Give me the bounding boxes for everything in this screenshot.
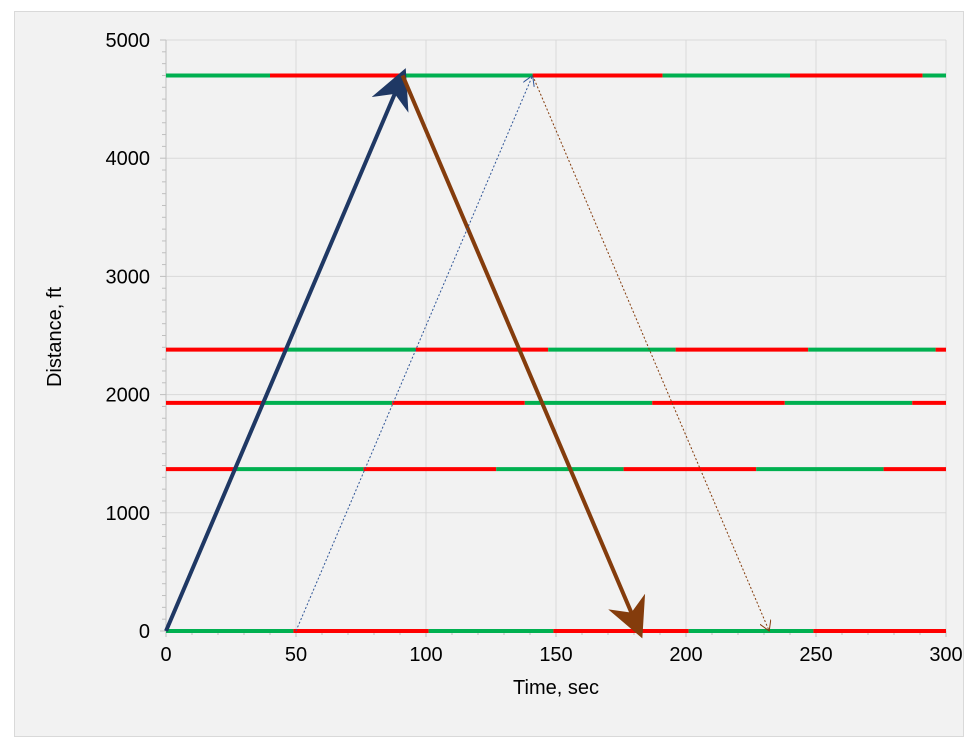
y-tick-label: 5000 [106, 30, 151, 52]
trajectory-dotted [295, 75, 533, 632]
x-axis-title: Time, sec [513, 677, 599, 699]
x-tick-label: 150 [539, 644, 572, 666]
x-tick-label: 0 [160, 644, 171, 666]
y-tick-label: 1000 [106, 503, 151, 525]
trajectory-solid [164, 68, 409, 632]
grid-lines [166, 39, 947, 631]
y-axis-title: Distance, ft [44, 287, 66, 387]
y-tick-label: 3000 [106, 266, 151, 288]
y-tick-label: 2000 [106, 385, 151, 407]
x-tick-label: 200 [669, 644, 702, 666]
x-tick-label: 300 [929, 644, 962, 666]
signal-timelines [166, 73, 946, 633]
trajectory-solid [400, 74, 646, 639]
x-tick-label: 100 [409, 644, 442, 666]
x-tick-label: 50 [285, 644, 307, 666]
trajectories [164, 68, 770, 639]
x-tick-label: 250 [799, 644, 832, 666]
trajectory-dotted [532, 75, 770, 631]
axes [160, 39, 947, 637]
y-tick-label: 0 [139, 621, 150, 643]
y-tick-label: 4000 [106, 148, 151, 170]
